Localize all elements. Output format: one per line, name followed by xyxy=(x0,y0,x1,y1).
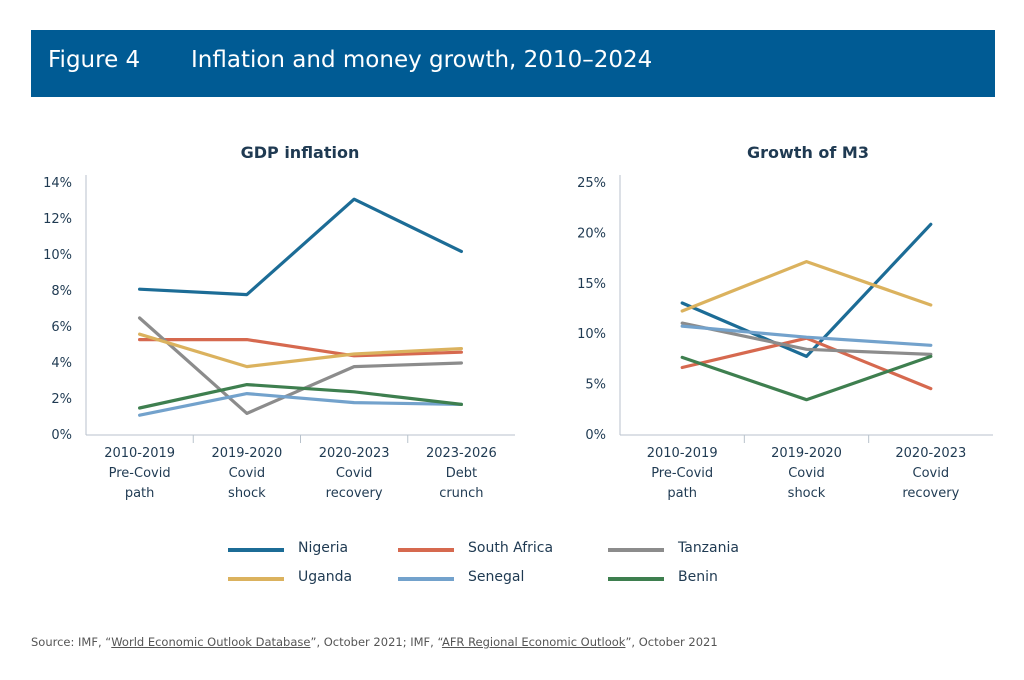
figure-header: Figure 4 Inflation and money growth, 201… xyxy=(31,30,995,97)
legend-label: Nigeria xyxy=(298,540,349,556)
chart-1-x-tick-label: 2019-2020 xyxy=(211,446,282,461)
chart-2-y-tick: 0% xyxy=(585,428,606,443)
chart-1-x-tick-label: path xyxy=(125,486,155,501)
source-prefix: Source: IMF, “ xyxy=(31,635,112,649)
chart-1-series-uganda xyxy=(138,332,463,369)
chart-1-y-tick: 2% xyxy=(51,392,72,407)
source-middle: ”, October 2021; IMF, “ xyxy=(310,635,442,649)
chart-1-x-tick-label: 2020-2023 xyxy=(319,446,390,461)
figure-number: Figure 4 xyxy=(48,47,141,73)
chart-1-y-tick: 6% xyxy=(51,320,72,335)
chart-2-x-tick-label: 2010-2019 xyxy=(647,446,718,461)
legend-label: Benin xyxy=(678,569,718,585)
chart-1-x-tick-label: crunch xyxy=(439,486,483,501)
chart-1-series-benin xyxy=(138,383,463,410)
chart-1-y-tick: 12% xyxy=(43,212,72,227)
chart-2-x-tick-label: path xyxy=(667,486,697,501)
chart-2-y-tick: 15% xyxy=(577,277,606,292)
chart-2-series-tanzania xyxy=(680,321,933,356)
chart-2-x-tick-label: recovery xyxy=(902,486,959,501)
chart-1-x-tick-label: 2023-2026 xyxy=(426,446,497,461)
chart-2-x-tick-label: Covid xyxy=(788,466,825,481)
source-link-afr[interactable]: AFR Regional Economic Outlook xyxy=(441,635,626,649)
source-link-weo[interactable]: World Economic Outlook Database xyxy=(111,635,311,649)
chart-2-x-tick-label: 2019-2020 xyxy=(771,446,842,461)
chart-1-title: GDP inflation xyxy=(241,143,360,162)
chart-1-x-tick-label: Covid xyxy=(336,466,373,481)
legend-swatch xyxy=(608,548,664,552)
chart-2-series-nigeria xyxy=(680,222,933,358)
chart-2-y-tick: 25% xyxy=(577,176,606,191)
legend-swatch xyxy=(398,548,454,552)
chart-1-series-tanzania xyxy=(138,316,463,415)
chart-1-y-tick: 8% xyxy=(51,284,72,299)
chart-2-title: Growth of M3 xyxy=(747,143,869,162)
legend-label: Senegal xyxy=(468,569,525,585)
chart-1-series-south-africa xyxy=(138,338,463,358)
chart-2-x-tick-label: Covid xyxy=(913,466,950,481)
legend-label: Tanzania xyxy=(678,540,739,556)
chart-2-series-uganda xyxy=(680,260,933,313)
chart-1-x-tick-label: Covid xyxy=(229,466,266,481)
chart-2-y-tick: 20% xyxy=(577,226,606,241)
chart-2-y-tick: 5% xyxy=(585,378,606,393)
chart-1-series-senegal xyxy=(138,392,463,417)
chart-1-series-nigeria xyxy=(138,197,463,297)
legend-swatch xyxy=(228,548,284,552)
chart-2-series-south-africa xyxy=(680,336,933,391)
chart-1-x-tick-label: recovery xyxy=(326,486,383,501)
figure-title: Inflation and money growth, 2010–2024 xyxy=(191,47,653,73)
chart-2-series-benin xyxy=(680,354,933,402)
chart-2-series-senegal xyxy=(680,324,933,347)
chart-1-x-tick-label: Pre-Covid xyxy=(109,466,171,481)
legend: Nigeria South Africa Tanzania Uganda Senegal… xyxy=(228,540,788,590)
chart-2-x-tick-label: shock xyxy=(788,486,826,501)
legend-label: Uganda xyxy=(298,569,353,585)
legend-swatch xyxy=(228,577,284,581)
chart-1-y-tick: 10% xyxy=(43,248,72,263)
chart-1-x-tick-label: Debt xyxy=(446,466,477,481)
chart-1-y-tick: 0% xyxy=(51,428,72,443)
chart-1-x-tick-label: 2010-2019 xyxy=(104,446,175,461)
chart-2-x-tick-label: 2020-2023 xyxy=(895,446,966,461)
chart-1-x-tick-label: shock xyxy=(228,486,266,501)
chart-1-y-tick: 4% xyxy=(51,356,72,371)
chart-2-y-tick: 10% xyxy=(577,327,606,342)
source-note: Source: IMF, “World Economic Outlook Dat… xyxy=(31,635,718,649)
legend-swatch xyxy=(608,577,664,581)
source-suffix: ”, October 2021 xyxy=(625,635,718,649)
legend-swatch xyxy=(398,577,454,581)
chart-1-y-tick: 14% xyxy=(43,176,72,191)
legend-label: South Africa xyxy=(468,540,554,556)
charts-canvas: GDP inflation 0% 2% 4% 6% 8% 10% 12% 14% 2010-201… xyxy=(43,143,993,501)
chart-2-x-tick-label: Pre-Covid xyxy=(651,466,713,481)
